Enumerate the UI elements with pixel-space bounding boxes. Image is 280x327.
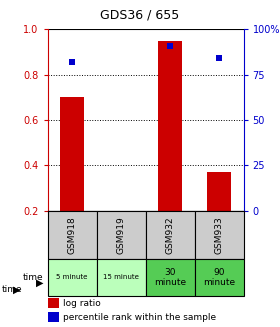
Bar xyxy=(48,259,97,296)
Text: GSM919: GSM919 xyxy=(116,216,126,254)
Text: 5 minute: 5 minute xyxy=(56,274,88,280)
Bar xyxy=(146,211,195,259)
Bar xyxy=(158,41,182,211)
Bar xyxy=(195,259,244,296)
Text: 15 minute: 15 minute xyxy=(103,274,139,280)
Text: GDS36 / 655: GDS36 / 655 xyxy=(100,8,180,21)
Text: log ratio: log ratio xyxy=(63,299,101,308)
Text: GSM933: GSM933 xyxy=(214,216,224,254)
Text: time: time xyxy=(23,273,44,282)
Text: GSM932: GSM932 xyxy=(165,216,175,254)
Bar xyxy=(48,298,59,308)
Bar xyxy=(48,211,97,259)
Text: time: time xyxy=(1,285,22,294)
Text: percentile rank within the sample: percentile rank within the sample xyxy=(63,313,216,322)
Text: 90
minute: 90 minute xyxy=(203,268,235,287)
Bar xyxy=(207,172,231,211)
Text: ▶: ▶ xyxy=(13,284,20,294)
Bar xyxy=(146,259,195,296)
Bar xyxy=(97,259,146,296)
Text: 30
minute: 30 minute xyxy=(154,268,186,287)
Bar xyxy=(97,211,146,259)
Bar xyxy=(60,97,84,211)
Text: ▶: ▶ xyxy=(36,267,44,288)
Bar xyxy=(195,211,244,259)
Text: GSM918: GSM918 xyxy=(67,216,77,254)
Bar xyxy=(48,312,59,322)
